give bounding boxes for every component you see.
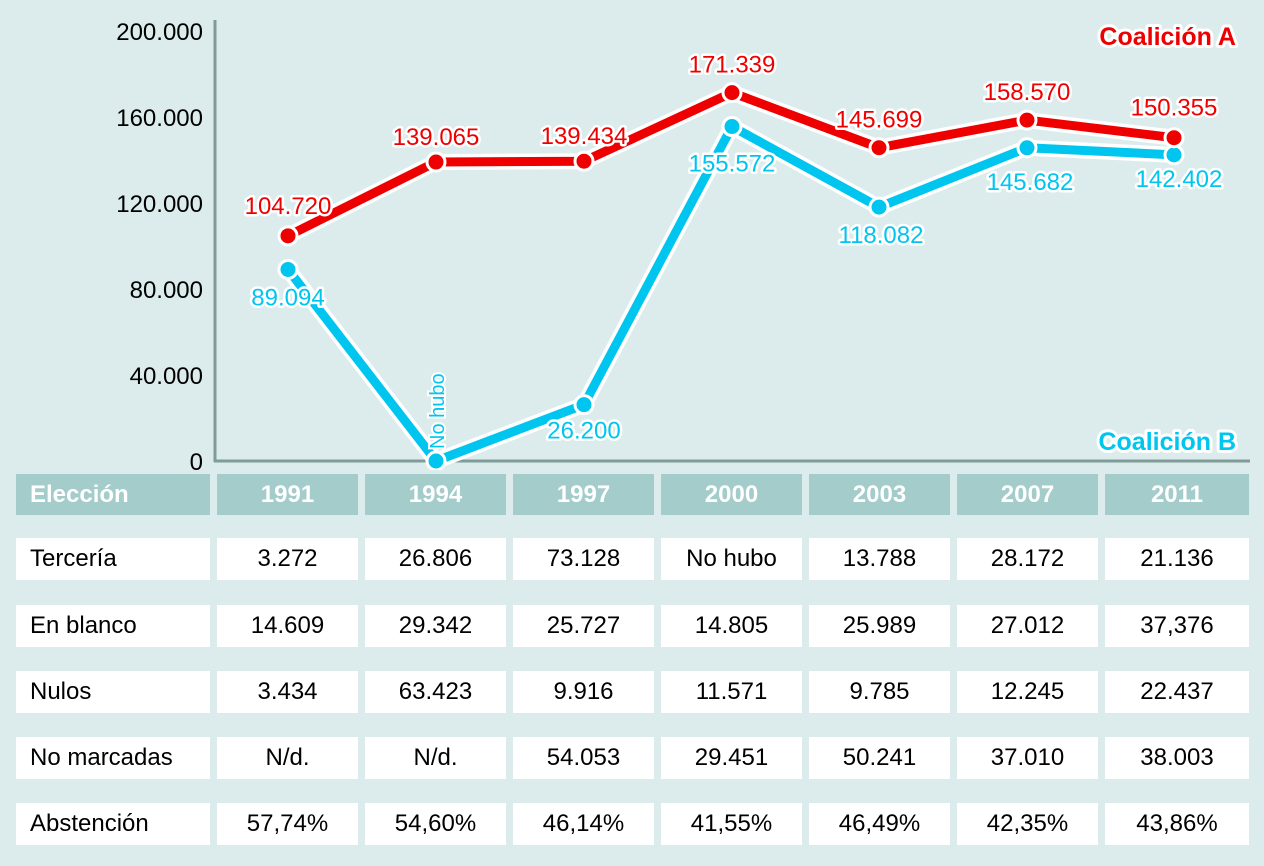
table-cell: No hubo [661,538,802,580]
table-cell: 26.806 [365,538,506,580]
line-chart: 0 40.000 80.000 120.000 160.000 200.000 104.72… [116,19,1250,470]
header-year: 1994 [365,474,506,515]
data-label: 142.402 [1136,166,1223,193]
data-label: 139.434 [541,123,628,150]
data-label: 158.570 [984,79,1071,106]
table-cell: 73.128 [513,538,654,580]
table-cell: 14.805 [661,605,802,647]
data-point [721,116,743,138]
table-cell: 46,14% [513,803,654,845]
row-label: No marcadas [16,737,210,779]
data-point [277,258,299,280]
header-year: 2000 [661,474,802,515]
table-cell: 25.989 [809,605,950,647]
data-label: 171.339 [689,52,776,79]
data-label: 155.572 [689,151,776,178]
y-tick-label: 200.000 [116,19,203,46]
header-year: 2003 [809,474,950,515]
legend-label: Coalición B [1098,428,1236,456]
table-cell: N/d. [365,737,506,779]
table-cell: 54,60% [365,803,506,845]
data-point [1163,144,1185,166]
legend-label: Coalición A [1099,23,1236,51]
data-label: 145.682 [987,169,1074,196]
data-point [1163,127,1185,149]
data-point [868,137,890,159]
data-point [868,196,890,218]
table-cell: 9.916 [513,671,654,713]
y-tick-label: 80.000 [130,277,203,304]
table-cell: 13.788 [809,538,950,580]
table-cell: 22.437 [1105,671,1249,713]
table-cell: 50.241 [809,737,950,779]
table-cell: 28.172 [957,538,1098,580]
data-point [573,394,595,416]
data-label: 150.355 [1131,95,1218,122]
table-cell: 14.609 [217,605,358,647]
data-label: 26.200 [547,418,620,445]
y-tick-label: 0 [190,449,203,470]
table-cell: 3.434 [217,671,358,713]
table-cell: 54.053 [513,737,654,779]
header-year: 1997 [513,474,654,515]
row-label: Tercería [16,538,210,580]
data-point [721,82,743,104]
data-point [277,225,299,247]
data-point [1016,137,1038,159]
table-cell: 27.012 [957,605,1098,647]
data-label: 118.082 [839,222,924,249]
table-cell: 57,74% [217,803,358,845]
table-cell: 37.010 [957,737,1098,779]
table-cell: 12.245 [957,671,1098,713]
y-tick-label: 40.000 [130,363,203,390]
data-point [1016,109,1038,131]
y-tick-label: 160.000 [116,105,203,132]
data-label: 104.720 [245,193,332,220]
table-cell: N/d. [217,737,358,779]
table-cell: 3.272 [217,538,358,580]
table-cell: 43,86% [1105,803,1249,845]
table-cell: 38.003 [1105,737,1249,779]
table-cell: 41,55% [661,803,802,845]
header-year: 1991 [217,474,358,515]
data-point [425,450,447,470]
table-cell: 46,49% [809,803,950,845]
table-cell: 29.451 [661,737,802,779]
data-label: 139.065 [393,124,480,151]
row-label: Nulos [16,671,210,713]
data-point [425,151,447,173]
table-cell: 9.785 [809,671,950,713]
table-cell: 37,376 [1105,605,1249,647]
table-cell: 63.423 [365,671,506,713]
row-label: Abstención [16,803,210,845]
table-cell: 11.571 [661,671,802,713]
table-cell: 21.136 [1105,538,1249,580]
data-point [573,150,595,172]
header-year: 2011 [1105,474,1249,515]
table-cell: 42,35% [957,803,1098,845]
table-cell: 29.342 [365,605,506,647]
data-label: No hubo [427,373,449,449]
y-tick-label: 120.000 [116,191,203,218]
table-cell: 25.727 [513,605,654,647]
data-label: 89.094 [251,284,324,311]
data-label: 145.699 [836,107,923,134]
header-label: Elección [16,474,210,515]
row-label: En blanco [16,605,210,647]
header-year: 2007 [957,474,1098,515]
